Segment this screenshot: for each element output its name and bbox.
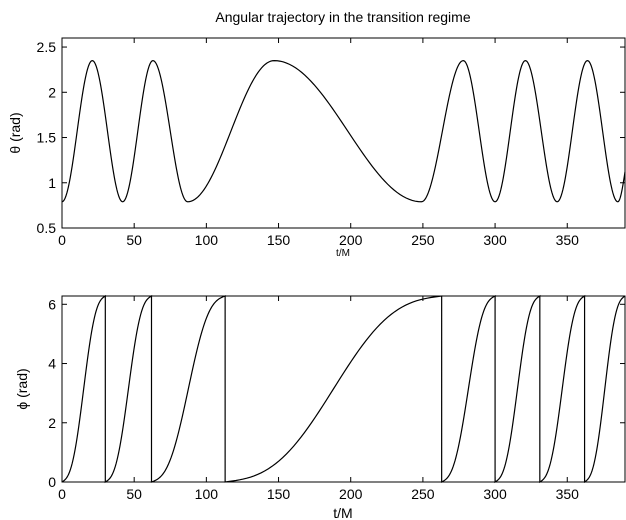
theta-xtick-label: 350: [556, 232, 580, 248]
phi-xtick-label: 50: [126, 486, 142, 502]
phi-ytick-label: 2: [48, 415, 56, 431]
phi-xtick-label: 250: [411, 486, 435, 502]
theta-ytick-label: 0.5: [37, 220, 57, 236]
theta-xlabel: t/M: [336, 248, 350, 259]
theta-xtick-label: 300: [483, 232, 507, 248]
phi-xtick-label: 100: [195, 486, 219, 502]
theta-xtick-label: 100: [195, 232, 219, 248]
theta-ytick-label: 1: [48, 175, 56, 191]
theta-xtick-label: 0: [58, 232, 66, 248]
theta-ytick-label: 2: [48, 84, 56, 100]
phi-ticks: 0 50 100 150 200 250 300 350 0 2 4 6: [48, 296, 625, 502]
phi-panel: 0 50 100 150 200 250 300 350 0 2 4 6 t/M ϕ (rad): [14, 294, 626, 520]
phi-xlabel: t/M: [333, 505, 352, 520]
theta-ytick-label: 1.5: [37, 130, 57, 146]
theta-xtick-label: 250: [411, 232, 435, 248]
theta-xtick-label: 50: [126, 232, 142, 248]
phi-xtick-label: 300: [483, 486, 507, 502]
phi-ytick-label: 0: [48, 474, 56, 490]
theta-ylabel: θ (rad): [7, 112, 23, 153]
phi-xtick-label: 200: [339, 486, 363, 502]
phi-xtick-label: 150: [267, 486, 291, 502]
chart-title: Angular trajectory in the transition reg…: [215, 9, 470, 25]
theta-xtick-label: 200: [339, 232, 363, 248]
theta-panel: Angular trajectory in the transition reg…: [7, 9, 626, 259]
phi-ytick-label: 4: [48, 356, 56, 372]
theta-ytick-label: 2.5: [37, 39, 57, 55]
theta-ticks: 0 50 100 150 200 250 300 350 0.5 1 1.5 2 2.5: [37, 38, 625, 248]
phi-xtick-label: 0: [58, 486, 66, 502]
theta-curve: [61, 60, 626, 203]
phi-curve: [61, 294, 626, 484]
theta-axes-frame: [61, 37, 626, 229]
phi-xtick-label: 350: [556, 486, 580, 502]
phi-ylabel: ϕ (rad): [14, 368, 30, 409]
theta-xtick-label: 150: [267, 232, 291, 248]
phi-axes-frame: [61, 295, 626, 483]
phi-ytick-label: 6: [48, 296, 56, 312]
